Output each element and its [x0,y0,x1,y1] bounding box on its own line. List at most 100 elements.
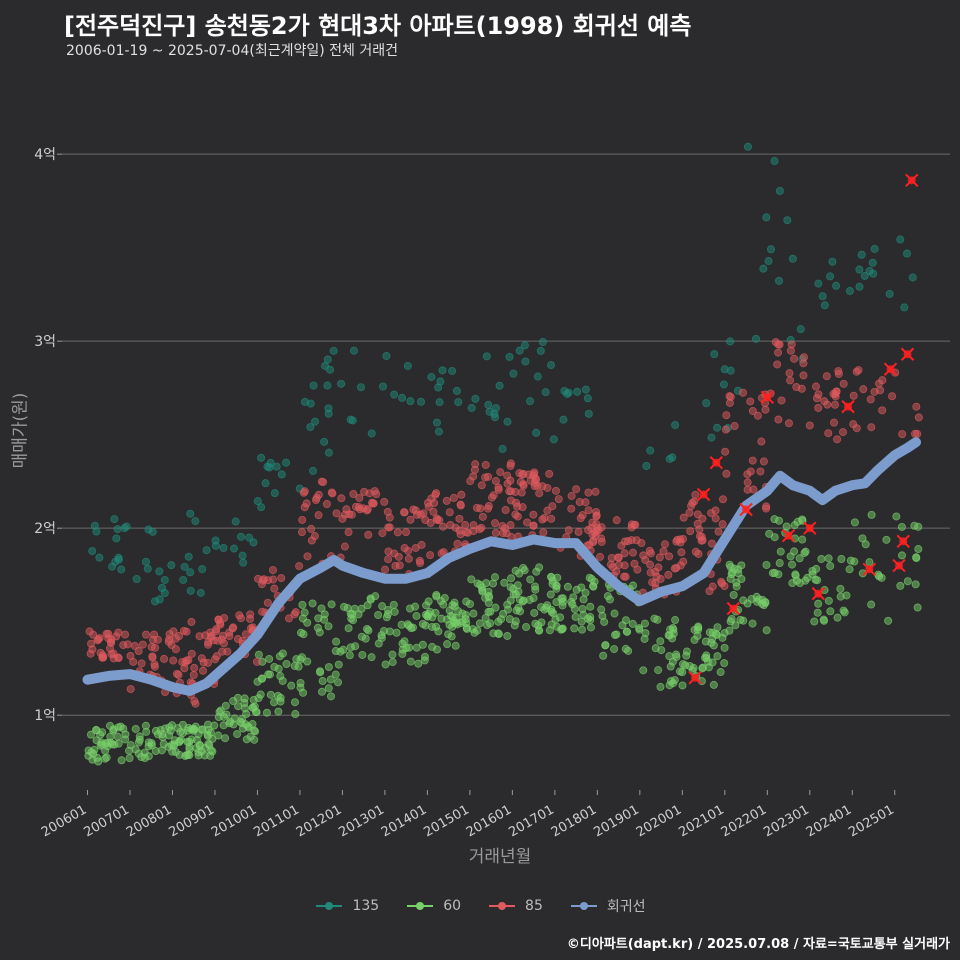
data-point-135 [379,382,388,391]
data-point-135 [349,346,358,355]
data-point-60 [300,608,309,617]
data-point-135 [549,435,558,444]
data-point-60 [665,681,674,690]
data-point-85 [627,536,636,545]
data-point-60 [867,600,876,609]
data-point-60 [850,557,859,566]
data-point-85 [805,421,814,430]
data-point-60 [650,614,659,623]
data-point-85 [878,406,887,415]
data-point-85 [722,411,731,420]
data-point-135 [160,575,169,584]
data-point-60 [140,748,149,757]
data-point-85 [711,506,720,515]
data-point-135 [521,357,530,366]
data-point-60 [845,565,854,574]
data-point-135 [257,453,266,462]
data-point-85 [584,506,593,515]
data-point-135 [498,444,507,453]
legend-label-60: 60 [443,898,462,914]
data-point-60 [96,741,105,750]
data-point-60 [298,653,307,662]
data-point-135 [526,397,535,406]
data-point-85 [830,418,839,427]
data-point-85 [182,627,191,636]
data-point-60 [367,653,376,662]
data-point-60 [254,650,263,659]
x-tick-label: 202301 [761,802,811,840]
data-point-60 [720,643,729,652]
data-point-135 [532,428,541,437]
data-point-85 [628,548,637,557]
data-point-60 [158,730,167,739]
data-point-85 [691,547,700,556]
data-point-60 [579,595,588,604]
data-point-85 [589,536,598,545]
data-point-60 [121,730,130,739]
data-point-60 [317,604,326,613]
data-point-85 [494,485,503,494]
data-point-85 [211,655,220,664]
data-point-85 [491,528,500,537]
data-point-60 [377,633,386,642]
data-point-85 [212,625,221,634]
data-point-60 [709,641,718,650]
data-point-60 [357,632,366,641]
data-point-60 [725,560,734,569]
data-point-60 [586,623,595,632]
data-point-85 [86,649,95,658]
prediction-cross-marker [709,456,724,470]
data-point-85 [785,369,794,378]
legend-label-135: 135 [352,898,380,914]
data-point-85 [911,429,920,438]
data-point-85 [378,529,387,538]
x-tick-label: 200601 [39,802,89,840]
data-point-60 [795,578,804,587]
data-point-85 [631,520,640,529]
data-point-60 [732,582,741,591]
data-point-60 [731,621,740,630]
data-point-60 [238,715,247,724]
data-point-85 [743,478,752,487]
data-point-60 [473,626,482,635]
data-point-85 [381,565,390,574]
data-point-85 [137,659,146,668]
data-point-85 [218,647,227,656]
data-point-135 [471,394,480,403]
data-point-85 [411,543,420,552]
data-point-85 [364,530,373,539]
data-point-85 [545,469,554,478]
x-tick-label: 202501 [846,802,896,840]
data-point-60 [656,637,665,646]
data-point-60 [641,629,650,638]
data-point-60 [327,692,336,701]
data-point-60 [526,575,535,584]
data-point-60 [265,670,274,679]
data-point-85 [259,575,268,584]
data-point-60 [434,627,443,636]
data-point-60 [234,702,243,711]
data-point-135 [157,583,166,592]
data-point-60 [343,604,352,613]
data-point-60 [774,570,783,579]
data-point-85 [340,542,349,551]
data-point-60 [86,730,95,739]
data-point-60 [516,607,525,616]
data-point-85 [477,523,486,532]
data-point-85 [867,423,876,432]
data-point-85 [596,552,605,561]
data-point-60 [405,643,414,652]
data-point-135 [237,532,246,541]
data-point-60 [165,731,174,740]
data-point-135 [520,341,529,350]
data-point-85 [529,471,538,480]
data-point-85 [554,495,563,504]
data-point-85 [268,566,277,575]
data-point-60 [867,510,876,519]
data-point-60 [208,747,217,756]
data-point-85 [402,528,411,537]
data-point-135 [211,536,220,545]
data-point-60 [762,560,771,569]
legend: 135 60 85 회귀선 [0,896,960,916]
data-point-85 [898,430,907,439]
